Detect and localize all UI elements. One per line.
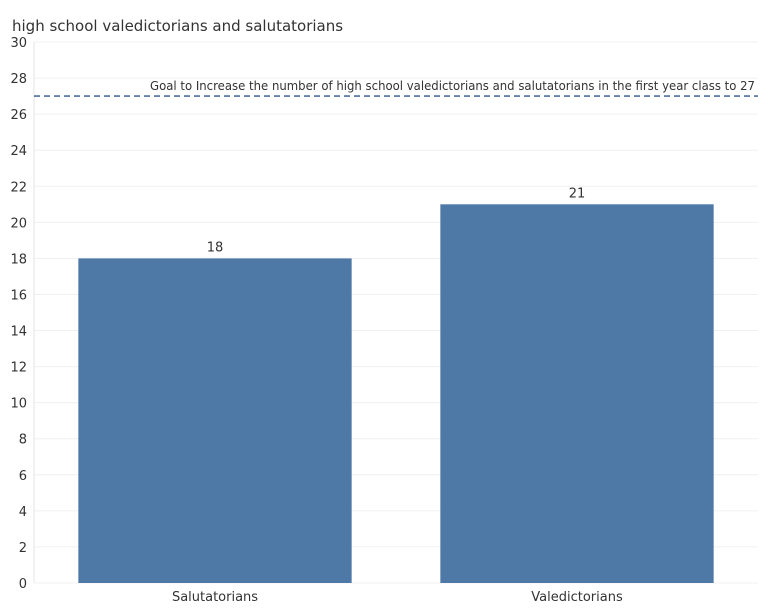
bar-salutatorians [78, 258, 352, 583]
y-tick-label: 22 [10, 180, 27, 195]
y-tick-label: 10 [10, 397, 27, 412]
bar-valedictorians [440, 204, 714, 584]
bars [78, 204, 714, 584]
y-tick-label: 16 [10, 288, 27, 303]
x-tick-label: Valedictorians [531, 590, 623, 605]
x-tick-label: Salutatorians [172, 590, 258, 605]
y-tick-label: 28 [10, 72, 27, 87]
y-tick-label: 18 [10, 252, 27, 267]
y-tick-label: 24 [10, 144, 27, 159]
y-tick-label: 6 [19, 469, 27, 484]
x-axis: Salutatorians Valedictorians [172, 590, 623, 605]
y-tick-label: 30 [10, 36, 27, 51]
data-label: 21 [569, 186, 586, 201]
y-tick-label: 2 [19, 541, 27, 556]
y-tick-label: 8 [19, 433, 27, 448]
data-label: 18 [207, 240, 224, 255]
y-tick-label: 20 [10, 216, 27, 231]
chart-title: high school valedictorians and salutator… [12, 17, 343, 35]
goal-reference: Goal to Increase the number of high scho… [34, 78, 758, 97]
y-tick-label: 4 [19, 505, 27, 520]
goal-label: Goal to Increase the number of high scho… [150, 78, 755, 93]
y-tick-label: 26 [10, 108, 27, 123]
y-tick-label: 14 [10, 325, 27, 340]
y-tick-label: 0 [19, 577, 27, 592]
y-tick-label: 12 [10, 361, 27, 376]
